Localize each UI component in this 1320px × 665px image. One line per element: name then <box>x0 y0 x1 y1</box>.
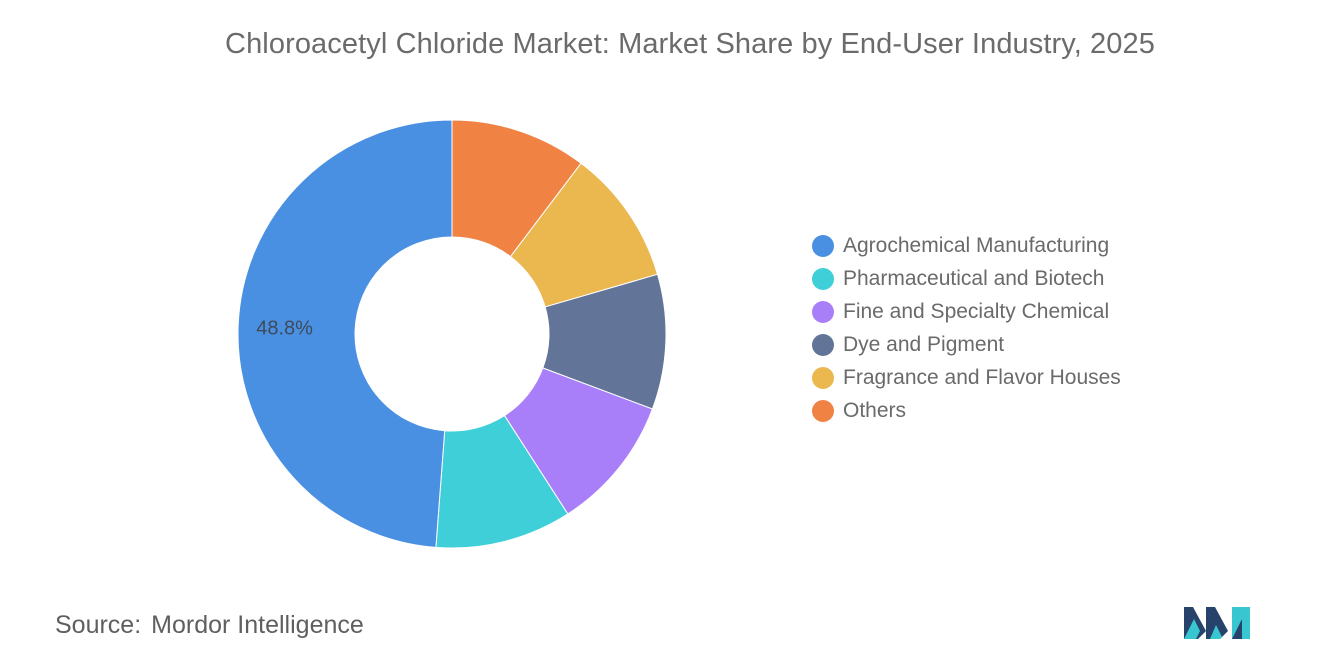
slice-agrochemical-manufacturing <box>237 119 453 548</box>
legend-label: Agrochemical Manufacturing <box>843 233 1110 257</box>
legend-item-dye-and-pigment: Dye and Pigment <box>812 328 1121 361</box>
chart-legend: Agrochemical Manufacturing Pharmaceutical… <box>812 229 1121 427</box>
data-label-agrochemical-manufacturing: 48.8% <box>256 318 313 340</box>
legend-swatch <box>812 333 834 356</box>
legend-item-fine-and-specialty-chemical: Fine and Specialty Chemical <box>812 295 1121 328</box>
mordor-intelligence-logo-icon <box>1184 607 1250 639</box>
legend-label: Dye and Pigment <box>843 332 1005 356</box>
source-note: Source: Mordor Intelligence <box>55 611 364 640</box>
source-value: Mordor Intelligence <box>151 611 364 639</box>
legend-item-agrochemical-manufacturing: Agrochemical Manufacturing <box>812 229 1121 262</box>
legend-item-others: Others <box>812 394 1121 427</box>
legend-label: Pharmaceutical and Biotech <box>843 266 1105 290</box>
legend-swatch <box>812 267 834 290</box>
legend-item-pharmaceutical-and-biotech: Pharmaceutical and Biotech <box>812 262 1121 295</box>
legend-swatch <box>812 234 834 257</box>
legend-label: Fragrance and Flavor Houses <box>843 365 1121 389</box>
legend-item-fragrance-and-flavor-houses: Fragrance and Flavor Houses <box>812 361 1121 394</box>
legend-swatch <box>812 399 834 422</box>
legend-label: Fine and Specialty Chemical <box>843 299 1110 323</box>
legend-swatch <box>812 366 834 389</box>
source-label: Source: <box>55 611 142 639</box>
legend-label: Others <box>843 398 907 422</box>
chart-title: Chloroacetyl Chloride Market: Market Sha… <box>225 28 1155 60</box>
legend-swatch <box>812 300 834 323</box>
